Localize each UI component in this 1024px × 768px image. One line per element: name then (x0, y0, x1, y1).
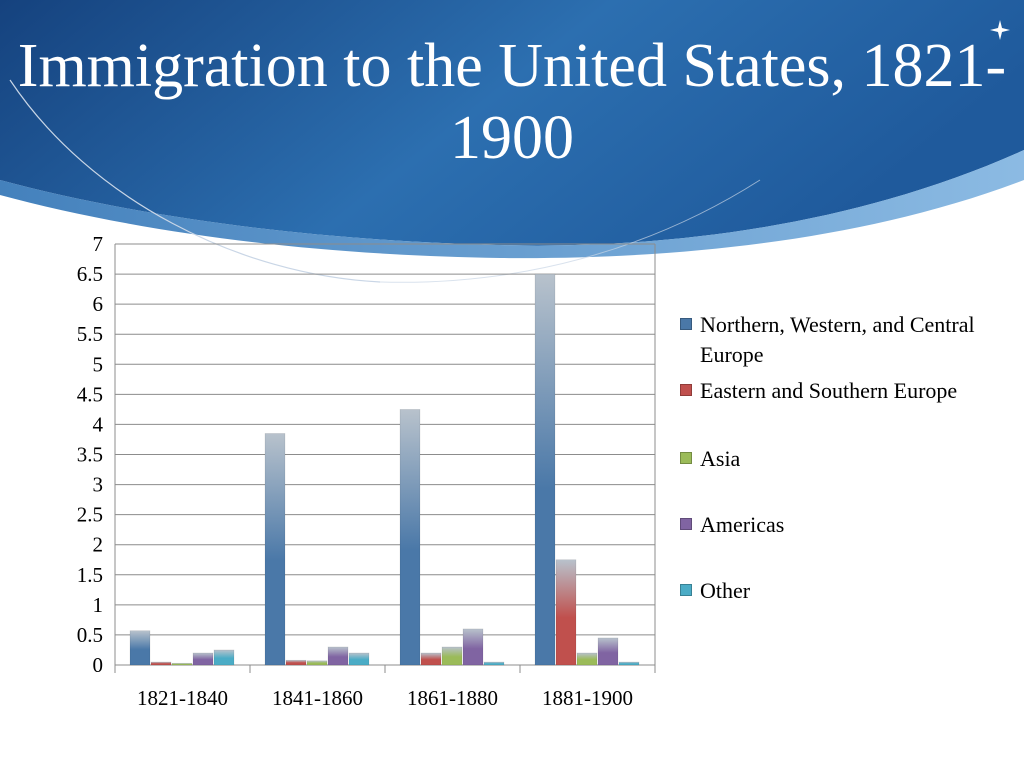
chart-bars (129, 273, 640, 666)
bar-1-4 (534, 273, 556, 666)
bar-3-1 (171, 662, 193, 666)
legend-label: Americas (700, 512, 785, 537)
y-tick-label: 3.5 (77, 443, 103, 467)
y-tick-label: 3 (93, 473, 104, 497)
legend-item: Eastern and Southern Europe (680, 376, 980, 406)
slide-title: Immigration to the United States, 1821-1… (0, 30, 1024, 174)
x-tick-label: 1861-1880 (407, 686, 498, 710)
bar-5-3 (483, 661, 505, 666)
legend-item: Asia (680, 444, 980, 474)
bar-5-1 (213, 649, 235, 666)
x-tick-label: 1881-1900 (542, 686, 633, 710)
y-tick-label: 6.5 (77, 262, 103, 286)
bar-2-3 (420, 652, 442, 666)
legend-item: Other (680, 576, 980, 606)
y-tick-label: 7 (93, 232, 104, 256)
legend-swatch (680, 584, 692, 596)
bar-4-2 (327, 646, 349, 666)
legend-label: Eastern and Southern Europe (700, 378, 958, 403)
bar-1-3 (399, 409, 421, 666)
legend-swatch (680, 384, 692, 396)
y-tick-label: 1 (93, 593, 104, 617)
logo-mark-icon (990, 20, 1010, 40)
bar-4-3 (462, 628, 484, 666)
bar-2-1 (150, 661, 172, 666)
y-tick-label: 5.5 (77, 322, 103, 346)
bar-1-1 (129, 630, 151, 666)
y-tick-label: 1.5 (77, 563, 103, 587)
legend-swatch (680, 518, 692, 530)
x-tick-label: 1821-1840 (137, 686, 228, 710)
header-background (0, 0, 1024, 283)
y-tick-label: 2 (93, 533, 104, 557)
y-tick-label: 2.5 (77, 503, 103, 527)
bar-3-4 (576, 652, 598, 666)
bar-1-2 (264, 433, 286, 666)
bar-5-2 (348, 652, 370, 666)
y-tick-label: 5 (93, 352, 104, 376)
slide-title-text: Immigration to the United States, 1821-1… (17, 32, 1007, 172)
legend-label: Other (700, 578, 751, 603)
x-tick-label: 1841-1860 (272, 686, 363, 710)
bar-2-4 (555, 559, 577, 666)
y-tick-label: 4 (93, 412, 104, 436)
bar-2-2 (285, 659, 307, 666)
legend-label: Asia (700, 446, 741, 471)
bar-3-3 (441, 646, 463, 666)
y-tick-label: 0.5 (77, 623, 103, 647)
bar-4-1 (192, 652, 214, 666)
y-tick-label: 6 (93, 292, 104, 316)
legend-swatch (680, 452, 692, 464)
bar-4-4 (597, 637, 619, 666)
bar-3-2 (306, 660, 328, 666)
legend-item: Northern, Western, and Central Europe (680, 310, 980, 370)
y-axis-tick-labels: 0 0.5 1 1.5 2 2.5 3 3.5 4 4.5 5 5.5 6 6.5 7 (77, 232, 104, 677)
y-tick-label: 4.5 (77, 382, 103, 406)
legend-item: Americas (680, 510, 980, 540)
legend-label: Northern, Western, and Central Europe (700, 312, 975, 367)
bar-5-4 (618, 661, 640, 666)
y-tick-label: 0 (93, 653, 104, 677)
legend-swatch (680, 318, 692, 330)
x-axis-tick-labels: 1821-1840 1841-1860 1861-1880 1881-1900 (137, 686, 633, 710)
